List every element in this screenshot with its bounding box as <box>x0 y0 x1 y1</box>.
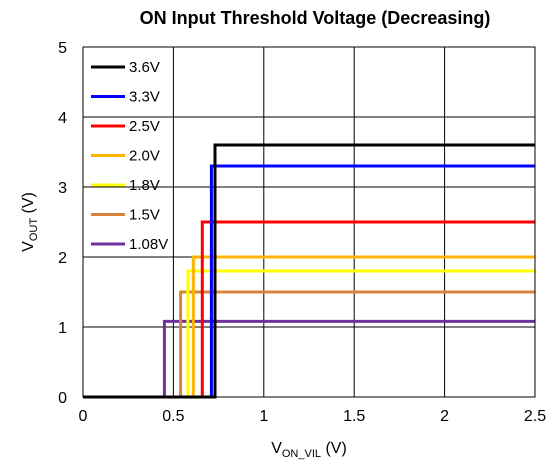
y-tick-label: 5 <box>58 40 67 57</box>
y-tick-label: 3 <box>58 180 67 197</box>
x-tick-label: 0 <box>79 408 88 425</box>
y-axis-label-subscript: OUT <box>28 218 40 242</box>
x-tick-label: 2.5 <box>524 408 546 425</box>
x-axis-label-subscript: ON_VIL <box>282 448 321 460</box>
legend-label: 1.8V <box>129 177 160 194</box>
plot-frame <box>82 46 536 398</box>
x-tick-label: 2 <box>440 408 449 425</box>
x-tick-label: 1 <box>259 408 268 425</box>
y-axis-label-main: V <box>20 241 37 252</box>
x-axis-label-main: V <box>271 440 282 457</box>
y-tick-label: 2 <box>58 250 67 267</box>
legend: 3.6V 3.3V 2.5V 2.0V 1.8V 1.5V 1.08V <box>91 59 168 253</box>
legend-label: 2.5V <box>129 118 160 135</box>
chart-title: ON Input Threshold Voltage (Decreasing) <box>140 8 491 28</box>
y-tick-label: 0 <box>58 390 67 407</box>
legend-label: 3.3V <box>129 89 160 106</box>
x-axis-label: VON_VIL (V) <box>271 440 347 460</box>
y-tick-label: 4 <box>58 110 67 127</box>
x-axis-label-unit: (V) <box>321 440 347 457</box>
x-axis-ticks: 0 0.5 1 1.5 2 2.5 <box>79 408 547 425</box>
legend-label: 1.5V <box>129 207 160 224</box>
y-axis-ticks: 0 1 2 3 4 5 <box>58 40 67 407</box>
x-tick-label: 0.5 <box>162 408 184 425</box>
legend-label: 3.6V <box>129 59 160 76</box>
y-tick-label: 1 <box>58 320 67 337</box>
x-tick-label: 1.5 <box>343 408 365 425</box>
legend-label: 2.0V <box>129 148 160 165</box>
plot-border <box>82 46 536 398</box>
legend-label: 1.08V <box>129 236 168 253</box>
y-axis-label: VOUT (V) <box>20 192 40 252</box>
y-axis-label-unit: (V) <box>20 192 37 218</box>
